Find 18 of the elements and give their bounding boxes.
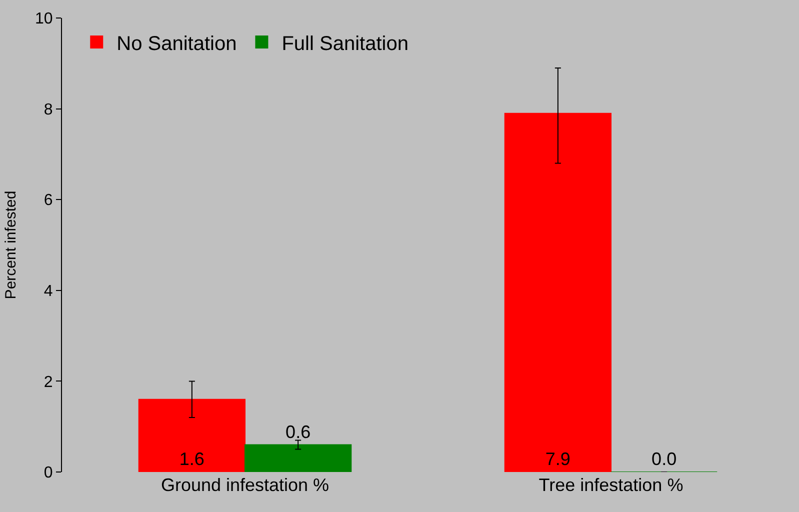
data-label: 0.0	[652, 449, 677, 469]
y-tick-label: 10	[35, 10, 53, 28]
bar	[138, 398, 246, 472]
data-label: 1.6	[179, 449, 204, 469]
data-label: 0.6	[286, 422, 311, 442]
x-tick-label: Tree infestation %	[538, 475, 684, 495]
bar	[504, 112, 612, 472]
bar	[244, 444, 352, 472]
y-tick-label: 6	[44, 192, 53, 210]
y-tick-label: 0	[44, 464, 53, 482]
x-tick-label: Ground infestation %	[160, 475, 330, 495]
legend-label: Full Sanitation	[282, 32, 408, 55]
y-tick-label: 4	[44, 283, 53, 300]
data-label: 7.9	[545, 449, 570, 469]
y-tick-label: 8	[44, 101, 53, 118]
y-tick-label: 2	[44, 374, 53, 391]
legend-label: No Sanitation	[116, 32, 237, 55]
y-axis-title: Percent infested	[2, 190, 20, 300]
